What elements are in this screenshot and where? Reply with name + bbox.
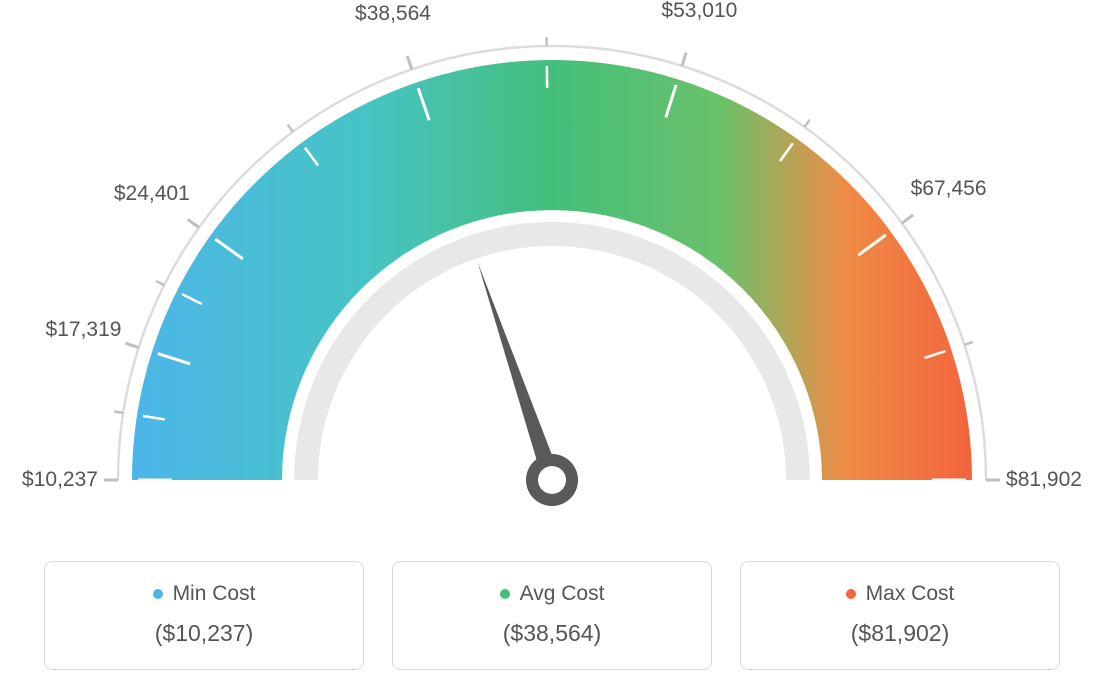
card-value: ($81,902) <box>751 620 1049 647</box>
gauge-tick-label: $24,401 <box>114 182 190 206</box>
card-value: ($10,237) <box>55 620 353 647</box>
dot-icon <box>500 589 510 599</box>
gauge-svg <box>0 0 1104 540</box>
card-title-text: Avg Cost <box>520 582 605 606</box>
gauge-tick-label: $17,319 <box>46 318 122 342</box>
card-value: ($38,564) <box>403 620 701 647</box>
avg-cost-card: Avg Cost ($38,564) <box>392 561 712 670</box>
dot-icon <box>846 589 856 599</box>
card-title: Avg Cost <box>500 582 605 606</box>
max-cost-card: Max Cost ($81,902) <box>740 561 1060 670</box>
card-title: Min Cost <box>153 582 256 606</box>
dot-icon <box>153 589 163 599</box>
gauge-tick-label: $53,010 <box>661 0 737 23</box>
gauge-tick-label: $81,902 <box>1006 468 1082 492</box>
gauge-chart: $10,237 $17,319 $24,401 $38,564 $53,010 $67,4… <box>0 0 1104 540</box>
gauge-tick-label: $10,237 <box>22 468 98 492</box>
card-title-text: Min Cost <box>173 582 256 606</box>
legend-cards-row: Min Cost ($10,237) Avg Cost ($38,564) Ma… <box>0 561 1104 670</box>
card-title: Max Cost <box>846 582 955 606</box>
card-title-text: Max Cost <box>866 582 955 606</box>
gauge-tick-label: $67,456 <box>911 177 987 201</box>
gauge-tick-label: $38,564 <box>355 2 431 26</box>
min-cost-card: Min Cost ($10,237) <box>44 561 364 670</box>
